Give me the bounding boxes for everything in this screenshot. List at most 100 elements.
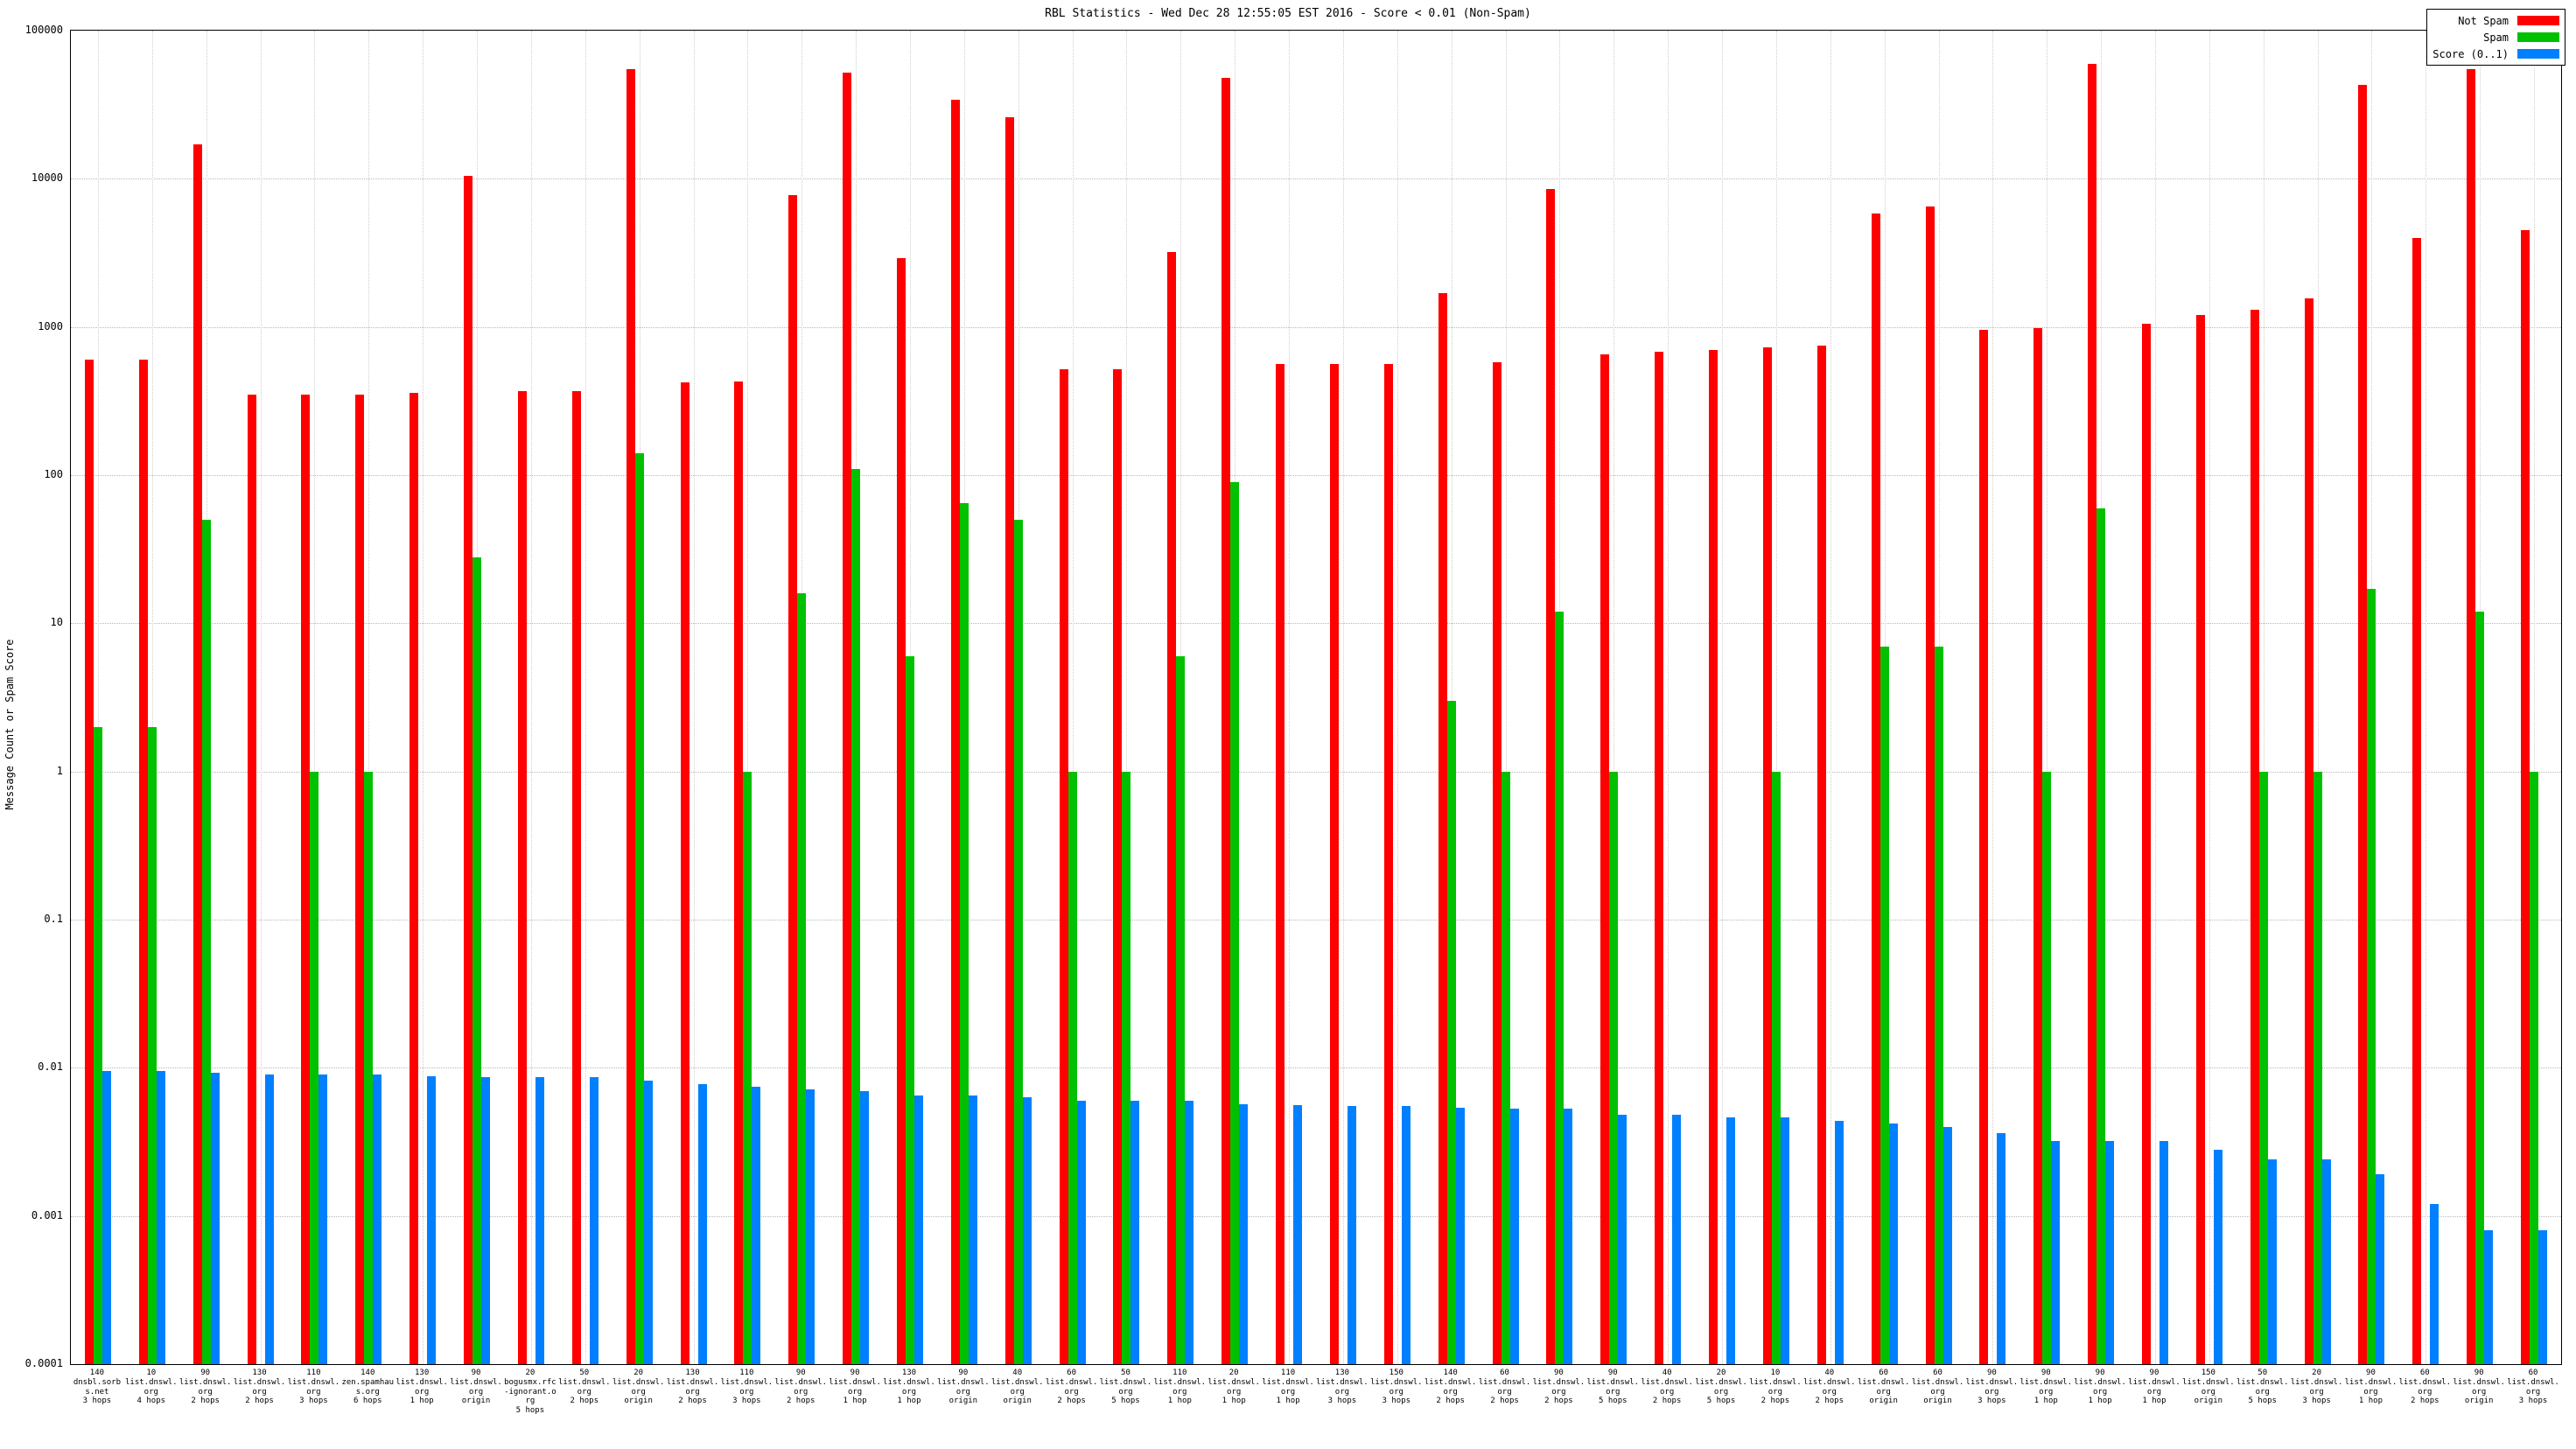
x-tick-label: 10 list.dnswl.org 4 hops — [125, 1368, 178, 1406]
x-label-hops: 2 hops — [570, 1396, 598, 1406]
legend-label: Not Spam — [2458, 14, 2509, 27]
x-label-count: 130 — [901, 1368, 917, 1377]
x-label-count: 140 — [89, 1368, 105, 1377]
x-tick-label: 150 list.dnswl.org origin — [2182, 1368, 2235, 1406]
x-label-host: list.dnswl.org — [666, 1377, 719, 1396]
x-tick-label: 130 list.dnswl.org 3 hops — [1316, 1368, 1368, 1406]
x-label-hops: 6 hops — [354, 1396, 382, 1406]
x-label-hops: 1 hop — [2088, 1396, 2112, 1406]
x-label-hops: 2 hops — [678, 1396, 707, 1406]
x-label-count: 90 — [2366, 1368, 2376, 1377]
legend-swatch-spam — [2517, 32, 2559, 42]
legend-label: Score (0..1) — [2432, 47, 2509, 60]
x-label-hops: 2 hops — [1057, 1396, 1086, 1406]
v-gridline — [1342, 31, 1344, 1364]
bar-not-spam — [355, 394, 365, 1364]
bar-spam — [2096, 508, 2106, 1364]
x-label-hops: 2 hops — [191, 1396, 220, 1406]
x-label-count: 50 — [2258, 1368, 2268, 1377]
x-label-host: list.dnswl.org — [2074, 1377, 2126, 1396]
bar-score-0-1 — [2484, 1230, 2494, 1364]
bar-not-spam — [788, 194, 798, 1364]
bar-not-spam — [1816, 345, 1826, 1364]
x-label-host: list.dnswl.org — [883, 1377, 935, 1396]
v-gridline — [584, 31, 586, 1364]
x-label-hops: 3 hops — [732, 1396, 761, 1406]
bar-score-0-1 — [1618, 1115, 1628, 1364]
x-label-count: 90 — [200, 1368, 211, 1377]
v-gridline — [1126, 31, 1128, 1364]
bar-spam — [310, 771, 319, 1364]
x-tick-label: 110 list.dnswl.org 3 hops — [720, 1368, 774, 1406]
x-label-host: list.dnswl.org — [1045, 1377, 1098, 1396]
x-tick-label: 20 list.dnswl.org origin — [612, 1368, 665, 1406]
x-label-host: list.dnswl.org — [1641, 1377, 1693, 1396]
bar-score-0-1 — [1672, 1115, 1682, 1364]
v-gridline — [1072, 31, 1074, 1364]
bar-score-0-1 — [156, 1071, 165, 1364]
bar-score-0-1 — [373, 1074, 382, 1364]
x-label-host: dnsbl.sorbs.net — [73, 1377, 122, 1396]
bar-not-spam — [192, 144, 202, 1364]
bar-spam — [1555, 611, 1564, 1364]
x-label-hops: 5 hops — [1111, 1396, 1140, 1406]
v-gridline — [1668, 31, 1670, 1364]
legend: Not Spam Spam Score (0..1) — [2426, 9, 2566, 66]
x-label-host: list.dnswl.org — [2398, 1377, 2452, 1396]
bar-not-spam — [2250, 310, 2259, 1364]
x-tick-label: 130 list.dnswl.org 1 hop — [883, 1368, 935, 1406]
bar-score-0-1 — [1347, 1106, 1356, 1364]
bar-not-spam — [2412, 237, 2422, 1364]
x-label-hops: origin — [1003, 1396, 1032, 1406]
h-gridline — [71, 178, 2561, 180]
x-tick-label: 40 list.dnswl.org origin — [991, 1368, 1044, 1406]
x-tick-label: 90 list.dnswl.org 2 hops — [774, 1368, 827, 1406]
bar-score-0-1 — [752, 1086, 761, 1364]
v-gridline — [2154, 31, 2156, 1364]
bar-score-0-1 — [2376, 1174, 2385, 1364]
x-tick-label: 90 list.dnswl.org 5 hops — [1586, 1368, 1639, 1406]
bar-not-spam — [1059, 368, 1068, 1364]
bar-not-spam — [1383, 364, 1393, 1364]
x-label-hops: 2 hops — [786, 1396, 816, 1406]
x-label-host: list.dnswl.org — [1749, 1377, 1802, 1396]
x-label-hops: 1 hop — [1276, 1396, 1300, 1406]
h-gridline — [71, 1215, 2561, 1217]
v-gridline — [151, 31, 153, 1364]
x-label-count: 130 — [415, 1368, 430, 1377]
v-gridline — [2534, 31, 2536, 1364]
y-tick-label: 1 — [56, 764, 63, 777]
x-label-host: list.dnswl.org — [1532, 1377, 1586, 1396]
x-label-count: 150 — [2201, 1368, 2216, 1377]
legend-label: Spam — [2483, 31, 2509, 44]
x-label-host: list.dnswl.org — [1586, 1377, 1640, 1396]
x-label-hops: 2 hops — [1544, 1396, 1573, 1406]
bar-spam — [1771, 771, 1781, 1364]
bar-not-spam — [410, 392, 419, 1364]
x-label-host: list.dnswl.org — [2290, 1377, 2343, 1396]
x-label-count: 60 — [1879, 1368, 1889, 1377]
x-label-host: list.dnswl.org — [1153, 1377, 1207, 1396]
chart-title: RBL Statistics - Wed Dec 28 12:55:05 EST… — [1045, 7, 1531, 20]
x-label-count: 90 — [1986, 1368, 1997, 1377]
x-label-host: list.dnswl.org — [1478, 1377, 1531, 1396]
x-label-count: 10 — [1770, 1368, 1781, 1377]
x-label-hops: 1 hop — [1167, 1396, 1192, 1406]
bar-spam — [1068, 771, 1077, 1364]
x-label-hops: origin — [2464, 1396, 2494, 1406]
bar-not-spam — [1492, 361, 1502, 1364]
x-label-count: 130 — [685, 1368, 700, 1377]
x-label-host: list.dnswl.org — [178, 1377, 232, 1396]
x-tick-label: 90 list.dnswl.org origin — [450, 1368, 502, 1406]
x-label-host: list.dnswl.org — [720, 1377, 774, 1396]
v-gridline — [2208, 31, 2210, 1364]
bar-score-0-1 — [697, 1083, 707, 1364]
x-label-host: list.dnswl.org — [557, 1377, 611, 1396]
x-label-count: 90 — [1607, 1368, 1618, 1377]
bar-not-spam — [1222, 77, 1231, 1364]
x-label-count: 110 — [1172, 1368, 1187, 1377]
x-tick-label: 90 list.dnswl.org 2 hops — [1532, 1368, 1586, 1406]
bar-spam — [905, 655, 914, 1364]
bar-not-spam — [734, 381, 744, 1364]
bar-spam — [93, 726, 102, 1364]
